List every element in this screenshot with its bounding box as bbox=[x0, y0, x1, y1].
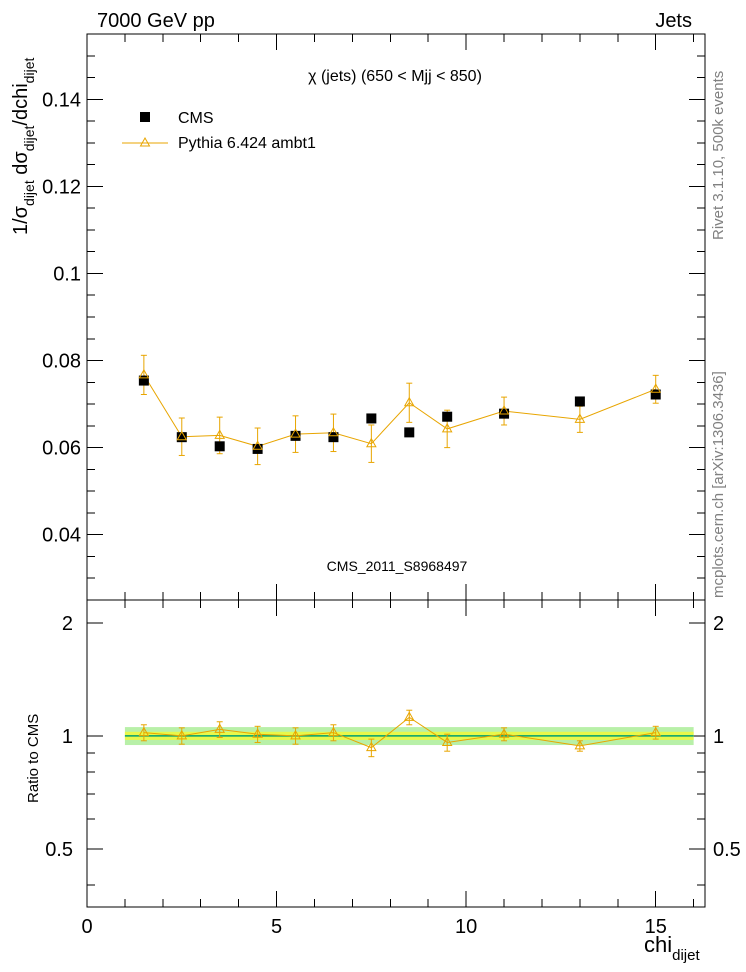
cms-point bbox=[366, 413, 377, 424]
ratio-point bbox=[441, 736, 453, 746]
cms-point bbox=[442, 411, 453, 422]
y-tick-label: 0.04 bbox=[42, 525, 81, 547]
main-data-marks bbox=[138, 354, 662, 466]
ratio-y-tick-label-right: 2 bbox=[713, 613, 724, 635]
y-tick-label: 0.1 bbox=[53, 263, 81, 285]
ratio-y-axis-label: Ratio to CMS bbox=[25, 714, 42, 803]
ratio-panel-frame bbox=[86, 599, 706, 908]
cms-point bbox=[290, 430, 301, 441]
ylabel-main: 1/σ bbox=[10, 205, 32, 235]
ratio-point bbox=[650, 726, 662, 737]
pythia-point bbox=[252, 440, 263, 450]
ratio-point bbox=[138, 726, 150, 737]
y-tick-label: 0.08 bbox=[42, 351, 81, 373]
ratio-axis-ticks: 0.5 0.5 1 1 2 2 0 5 10 15 bbox=[45, 600, 741, 938]
ratio-y-tick-label-left: 0.5 bbox=[45, 839, 73, 861]
pythia-point bbox=[176, 430, 188, 441]
ratio-point bbox=[214, 723, 226, 733]
ylabel-mid: dσ bbox=[10, 151, 32, 181]
ratio-uncertainty-band bbox=[124, 727, 694, 746]
side-label-rivet: Rivet 3.1.10, 500k events bbox=[710, 71, 727, 240]
pythia-point bbox=[403, 396, 415, 407]
ratio-y-tick-label-left: 2 bbox=[62, 613, 73, 635]
x-tick-label: 5 bbox=[271, 916, 282, 938]
legend: CMS Pythia 6.424 ambt1 bbox=[122, 110, 316, 152]
cms-point bbox=[328, 432, 339, 443]
side-label-mcplots: mcplots.cern.ch [arXiv:1306.3436] bbox=[710, 371, 727, 598]
pythia-line bbox=[143, 374, 656, 447]
cms-point bbox=[176, 432, 187, 443]
x-tick-label: 15 bbox=[645, 916, 667, 938]
cms-point bbox=[214, 441, 225, 452]
pythia-point bbox=[498, 405, 510, 415]
x-axis-label: chidijet bbox=[644, 932, 700, 964]
x-tick-label: 10 bbox=[455, 916, 477, 938]
ylabel-sub3: dijet bbox=[21, 58, 37, 84]
cms-point bbox=[404, 427, 415, 438]
main-axis-ticks: 0.04 0.06 0.08 0.1 0.12 0.14 bbox=[42, 34, 705, 600]
pythia-point bbox=[366, 437, 377, 448]
pythia-point bbox=[214, 429, 226, 439]
main-y-axis-label: 1/σdijet dσdijet/dchidijet bbox=[10, 58, 37, 235]
ylabel-tail: /dchi bbox=[10, 83, 32, 125]
xlabel-sub: dijet bbox=[672, 947, 700, 964]
ratio-point bbox=[290, 729, 301, 740]
cms-point bbox=[650, 389, 661, 400]
ratio-line bbox=[143, 716, 656, 749]
x-tick-label: 0 bbox=[81, 916, 92, 938]
cms-point bbox=[138, 375, 149, 386]
y-tick-label: 0.14 bbox=[42, 89, 81, 111]
pythia-point bbox=[574, 413, 586, 423]
ratio-point bbox=[574, 739, 586, 750]
analysis-watermark: CMS_2011_S8968497 bbox=[327, 558, 468, 574]
ylabel-sub2: dijet bbox=[21, 125, 37, 151]
header-energy-label: 7000 GeV pp bbox=[97, 10, 215, 32]
pythia-point bbox=[290, 428, 301, 438]
ratio-point bbox=[366, 741, 377, 752]
pythia-point bbox=[441, 422, 453, 433]
xlabel-main: chi bbox=[644, 932, 672, 957]
ratio-y-tick-label-right: 0.5 bbox=[713, 839, 741, 861]
ylabel-sub1: dijet bbox=[21, 180, 37, 206]
pythia-point bbox=[328, 426, 339, 437]
cms-point bbox=[574, 396, 585, 407]
ratio-point bbox=[498, 728, 510, 738]
ratio-point bbox=[328, 726, 339, 737]
ratio-point bbox=[176, 729, 188, 740]
ratio-y-tick-label-left: 1 bbox=[62, 726, 73, 748]
legend-pythia-label: Pythia 6.424 ambt1 bbox=[178, 135, 316, 152]
header-category-label: Jets bbox=[655, 10, 692, 32]
ratio-data-marks bbox=[138, 709, 662, 758]
ratio-point bbox=[403, 711, 415, 721]
y-tick-label: 0.12 bbox=[42, 176, 81, 198]
pythia-point bbox=[650, 383, 662, 393]
pythia-point bbox=[138, 368, 150, 379]
y-tick-label: 0.06 bbox=[42, 438, 81, 460]
legend-pythia-marker bbox=[139, 136, 151, 147]
legend-cms-marker bbox=[140, 112, 150, 122]
legend-cms-label: CMS bbox=[178, 110, 214, 127]
ratio-point bbox=[252, 728, 263, 738]
main-plot-title: χ (jets) (650 < Mjj < 850) bbox=[308, 68, 482, 85]
ratio-y-tick-label-right: 1 bbox=[713, 726, 724, 748]
